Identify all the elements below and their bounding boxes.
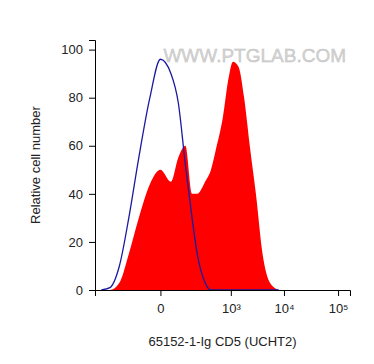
y-tick-mark: [89, 242, 95, 243]
y-tick-label: 100: [61, 42, 83, 57]
y-tick-mark: [89, 98, 95, 99]
y-tick-mark: [89, 146, 95, 147]
y-tick-mark: [89, 194, 95, 195]
y-tick-mark: [89, 290, 95, 291]
y-axis: 0 20 40 60 80 100: [61, 41, 95, 298]
y-tick: 60: [69, 138, 95, 153]
x-tick-mark: [284, 290, 285, 296]
plot-area: [101, 59, 278, 290]
y-tick-label: 80: [69, 90, 83, 105]
x-tick: 10³: [222, 290, 241, 316]
chart: WWW.PTGLAB.COM 0 10³ 10⁴ 10⁵ 0 20 40 60 80 100 6515…: [0, 0, 374, 364]
x-tick-mark: [160, 290, 161, 296]
x-tick: 10⁵: [329, 290, 349, 316]
y-tick: 20: [69, 235, 95, 250]
y-tick: 40: [69, 187, 95, 202]
x-axis: 0 10³ 10⁴ 10⁵: [96, 290, 351, 316]
y-tick-label: 60: [69, 138, 83, 153]
y-tick: 80: [69, 90, 95, 105]
y-tick: 0: [76, 283, 95, 298]
x-tick-mark: [338, 290, 339, 296]
x-tick: 10⁴: [274, 290, 294, 316]
x-tick-label: 10⁵: [329, 301, 349, 316]
x-tick-mark: [231, 290, 232, 296]
y-tick-label: 20: [69, 235, 83, 250]
x-axis-line: [96, 291, 351, 297]
y-tick-label: 0: [76, 283, 83, 298]
x-axis-title: 65152-1-Ig CD5 (UCHT2): [148, 334, 296, 349]
x-tick-label: 10³: [222, 301, 241, 316]
watermark: WWW.PTGLAB.COM: [163, 45, 346, 66]
y-tick: 100: [61, 42, 95, 57]
y-axis-title: Relative cell number: [28, 105, 43, 223]
x-tick-label: 0: [157, 301, 164, 316]
x-tick: 0: [157, 290, 164, 316]
x-tick-label: 10⁴: [274, 301, 294, 316]
y-axis-line: [89, 41, 96, 291]
y-tick-mark: [89, 50, 95, 51]
histogram-area: [101, 62, 278, 290]
y-tick-label: 40: [69, 187, 83, 202]
histogram-line: [101, 59, 278, 290]
